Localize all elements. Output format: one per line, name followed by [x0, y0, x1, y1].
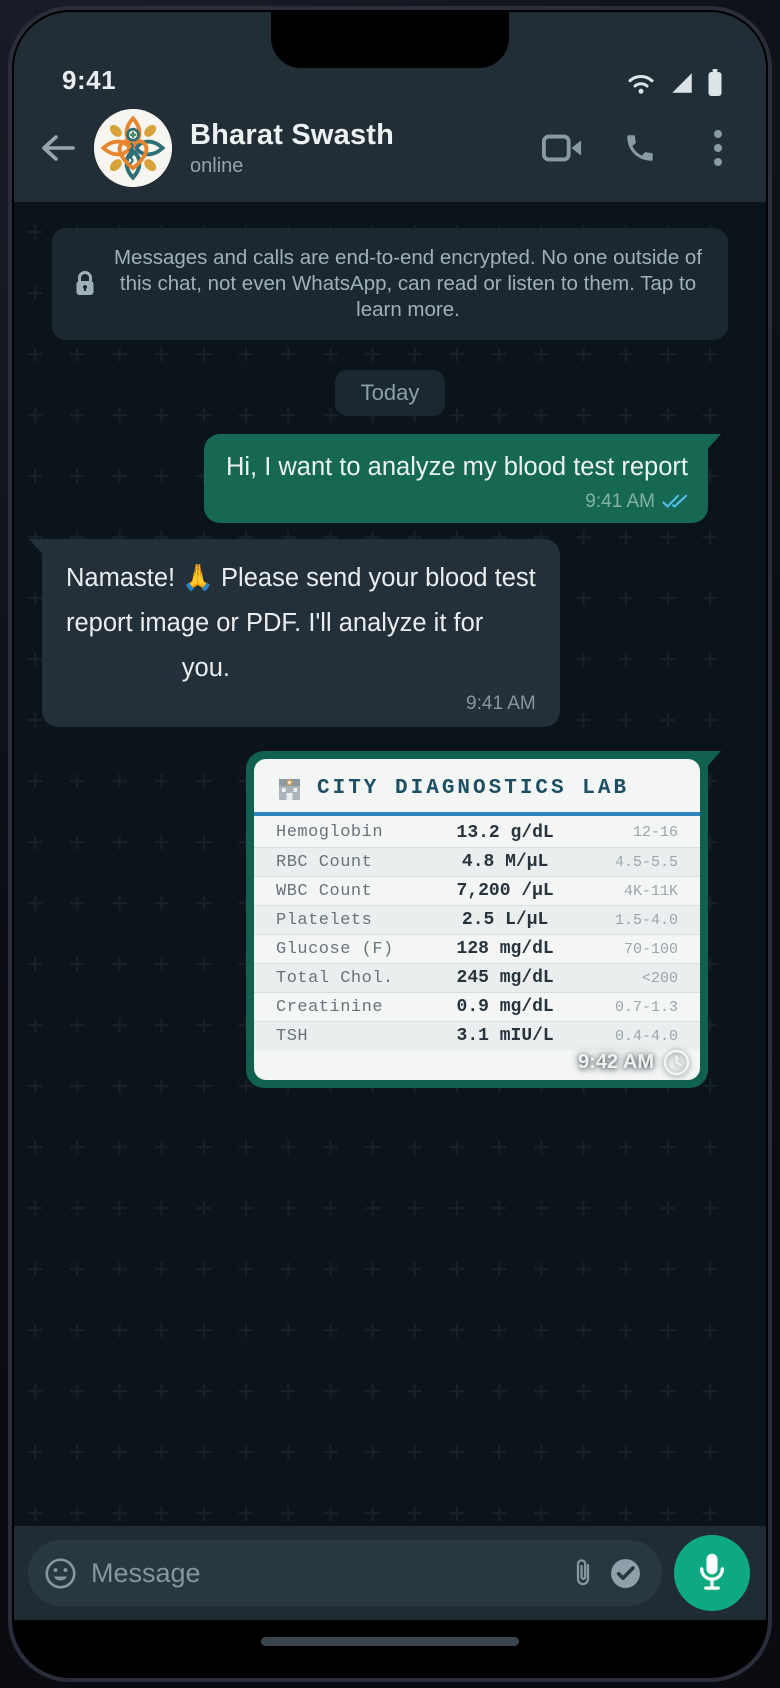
contact-avatar[interactable]	[94, 109, 172, 187]
report-test-value: 4.8 M/µL	[461, 852, 549, 872]
lab-report-image: CITY DIAGNOSTICS LAB Hemoglobin 13.2 g/dL…	[254, 759, 700, 1080]
report-test-value: 128 mg/dL	[456, 939, 554, 959]
report-row: Creatinine 0.9 mg/dL 0.7-1.3	[254, 992, 700, 1021]
report-test-value: 245 mg/dL	[456, 968, 554, 988]
bubble-tail	[29, 539, 45, 557]
hospital-building-icon	[276, 775, 303, 802]
report-header: CITY DIAGNOSTICS LAB	[254, 759, 700, 812]
report-test-range: 12-16	[632, 824, 678, 841]
wifi-icon	[626, 70, 656, 96]
lab-name: CITY DIAGNOSTICS LAB	[317, 777, 630, 800]
report-test-name: Total Chol.	[276, 968, 394, 988]
lotus-health-logo	[94, 109, 172, 187]
back-button[interactable]	[38, 128, 78, 168]
report-test-range: 0.7-1.3	[614, 998, 678, 1016]
report-test-name: TSH	[276, 1026, 309, 1046]
report-test-name: RBC Count	[276, 852, 373, 872]
report-test-range: 1.5-4.0	[614, 911, 678, 929]
report-table: Hemoglobin 13.2 g/dL 12-16 RBC Count 4.8 M/µ…	[254, 818, 700, 1050]
read-receipt-double-check-icon	[662, 494, 688, 510]
report-test-value: 13.2 g/dL	[456, 822, 554, 843]
incoming-message[interactable]: Namaste! 🙏 Please send your blood test re…	[29, 539, 560, 727]
contact-presence: online	[190, 155, 244, 177]
message-time: 9:41 AM	[466, 693, 536, 714]
message-time: 9:42 AM	[578, 1051, 654, 1073]
bubble-tail	[705, 751, 721, 769]
image-message-meta: 9:42 AM	[578, 1049, 690, 1076]
message-meta: 9:41 AM	[226, 491, 688, 513]
chat-header: Bharat Swasth online	[14, 100, 766, 202]
report-row: RBC Count 4.8 M/µL 4.5-5.5	[254, 847, 700, 876]
battery-icon	[708, 69, 722, 96]
bottom-bezel	[14, 1620, 766, 1676]
status-time: 9:41	[62, 65, 117, 95]
message-text: Namaste! 🙏 Please send your blood test re…	[66, 564, 536, 682]
microphone-icon	[700, 1553, 724, 1590]
report-test-value: 7,200 /µL	[456, 881, 554, 901]
report-divider	[254, 812, 700, 816]
video-call-button[interactable]	[542, 128, 582, 168]
voice-call-button[interactable]	[620, 128, 660, 168]
report-test-name: Platelets	[276, 910, 373, 930]
message-input-pill	[28, 1540, 662, 1606]
message-list: Messages and calls are end-to-end encryp…	[14, 202, 766, 1526]
report-test-range: 4.5-5.5	[614, 853, 678, 871]
message-input[interactable]	[91, 1557, 557, 1589]
message-time: 9:41 AM	[585, 491, 655, 512]
contact-info[interactable]: Bharat Swasth online	[188, 118, 526, 178]
outgoing-message[interactable]: Hi, I want to analyze my blood test repo…	[203, 434, 721, 523]
report-test-name: WBC Count	[276, 881, 373, 901]
home-indicator[interactable]	[261, 1637, 519, 1646]
pending-clock-icon	[663, 1049, 690, 1076]
header-actions	[542, 128, 744, 168]
date-divider: Today	[334, 370, 446, 416]
phone-frame: 9:41	[8, 6, 772, 1682]
report-test-name: Hemoglobin	[276, 823, 384, 842]
status-icons	[626, 69, 722, 96]
report-test-value: 2.5 L/µL	[461, 910, 549, 930]
attach-paperclip-button[interactable]	[571, 1557, 595, 1589]
report-row: Total Chol. 245 mg/dL <200	[254, 963, 700, 992]
phone-notch	[271, 12, 509, 68]
report-test-value: 3.1 mIU/L	[456, 1026, 554, 1046]
voice-record-button[interactable]	[674, 1535, 750, 1611]
report-test-range: 4K-11K	[623, 882, 678, 900]
lock-icon	[74, 270, 96, 298]
report-test-range: 70-100	[623, 940, 678, 958]
emoji-button[interactable]	[44, 1557, 77, 1590]
encryption-notice[interactable]: Messages and calls are end-to-end encryp…	[52, 228, 728, 340]
report-test-range: <200	[641, 969, 678, 987]
bubble-tail	[705, 434, 721, 452]
report-row: TSH 3.1 mIU/L 0.4-4.0	[254, 1021, 700, 1050]
cellular-signal-icon	[669, 70, 695, 96]
report-test-name: Glucose (F)	[276, 939, 394, 959]
message-text: Hi, I want to analyze my blood test repo…	[225, 453, 688, 481]
report-row: WBC Count 7,200 /µL 4K-11K	[254, 876, 700, 905]
contact-name: Bharat Swasth	[190, 119, 395, 151]
whatsapp-chat-screen: 9:41	[14, 12, 766, 1676]
outgoing-image-message[interactable]: CITY DIAGNOSTICS LAB Hemoglobin 13.2 g/dL…	[246, 751, 721, 1088]
encryption-notice-text: Messages and calls are end-to-end encryp…	[113, 246, 703, 321]
report-test-value: 0.9 mg/dL	[456, 997, 554, 1017]
composer-bar	[14, 1526, 766, 1620]
report-row: Platelets 2.5 L/µL 1.5-4.0	[254, 905, 700, 934]
chat-area: + + + + + + + + + + + + + + + + + + + + + + + + + + + + + + + + + + + + + + + +…	[14, 202, 766, 1526]
report-row: Hemoglobin 13.2 g/dL 12-16	[254, 818, 700, 847]
check-circle-button[interactable]	[609, 1557, 642, 1590]
menu-button[interactable]	[698, 128, 738, 168]
report-row: Glucose (F) 128 mg/dL 70-100	[254, 934, 700, 963]
report-test-name: Creatinine	[276, 997, 384, 1017]
report-test-range: 0.4-4.0	[614, 1027, 678, 1045]
